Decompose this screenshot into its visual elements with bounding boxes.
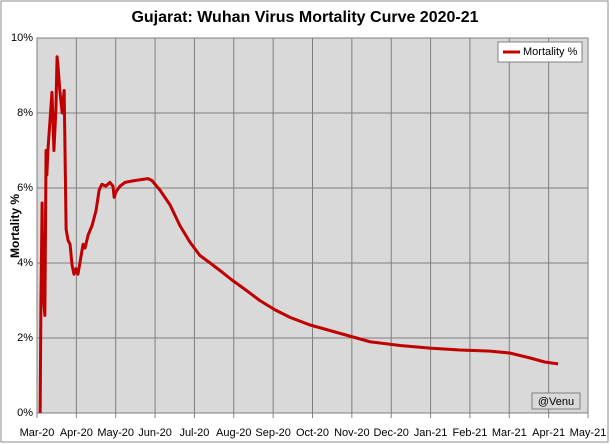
x-tick-label: Mar-20 xyxy=(20,427,55,439)
y-axis-label: Mortality % xyxy=(8,194,22,258)
y-tick-label: 2% xyxy=(17,332,33,344)
x-tick-label: Mar-21 xyxy=(492,427,527,439)
x-tick-label: Apr-20 xyxy=(60,427,93,439)
x-tick-label: Jan-21 xyxy=(414,427,448,439)
x-tick-label: Nov-20 xyxy=(334,427,369,439)
y-tick-label: 8% xyxy=(17,107,33,119)
x-tick-label: Feb-21 xyxy=(452,427,487,439)
annotation: @Venu xyxy=(538,396,574,408)
x-tick-label: Jun-20 xyxy=(138,427,172,439)
data-line xyxy=(38,55,559,414)
x-tick-label: Sep-20 xyxy=(255,427,290,439)
y-tick-label: 0% xyxy=(17,407,33,419)
x-tick-label: Apr-21 xyxy=(532,427,565,439)
chart-title: Gujarat: Wuhan Virus Mortality Curve 202… xyxy=(131,9,478,26)
x-tick-label: Aug-20 xyxy=(216,427,251,439)
legend-label: Mortality % xyxy=(523,46,578,58)
y-tick-label: 6% xyxy=(17,182,33,194)
x-tick-label: Dec-20 xyxy=(373,427,408,439)
x-tick-label: May-21 xyxy=(570,427,607,439)
annotation-box xyxy=(531,392,581,410)
x-tick-label: May-20 xyxy=(97,427,134,439)
x-tick-label: Jul-20 xyxy=(179,427,209,439)
legend-box xyxy=(497,41,583,63)
x-tick-label: Oct-20 xyxy=(296,427,329,439)
y-tick-label: 10% xyxy=(11,32,33,44)
y-tick-label: 4% xyxy=(17,257,33,269)
